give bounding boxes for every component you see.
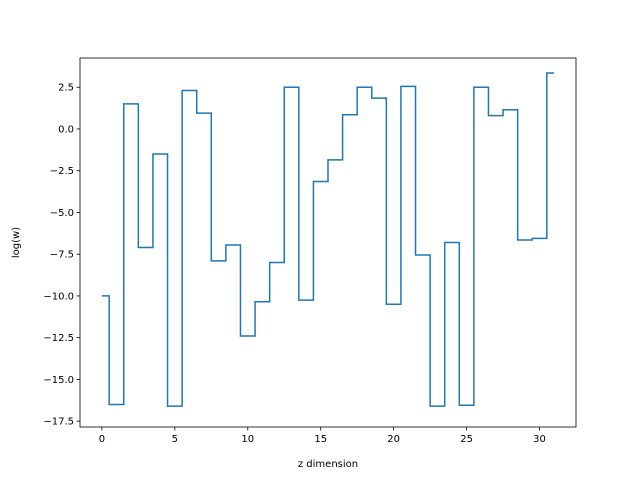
x-tick-label: 10 bbox=[241, 434, 254, 445]
x-tick-label: 30 bbox=[533, 434, 546, 445]
y-tick-label: −2.5 bbox=[50, 166, 74, 177]
x-tick-label: 15 bbox=[314, 434, 327, 445]
x-tick-label: 0 bbox=[99, 434, 105, 445]
x-tick-label: 20 bbox=[387, 434, 400, 445]
plot-area bbox=[101, 72, 555, 407]
x-tick-label: 5 bbox=[172, 434, 178, 445]
y-tick-label: −17.5 bbox=[43, 417, 74, 428]
series-line bbox=[101, 72, 555, 407]
x-tick-label: 25 bbox=[460, 434, 473, 445]
y-tick-label: 0.0 bbox=[58, 124, 74, 135]
axes-frame bbox=[79, 57, 577, 428]
y-tick-label: −5.0 bbox=[50, 208, 74, 219]
y-axis-label: log(w) bbox=[11, 227, 22, 258]
x-axis-label: z dimension bbox=[298, 459, 358, 470]
axis-ticks: 0 5 10 15 20 25 30 2.5 0.0 −2.5 −5.0 −7.5 −10.0 −12.5… bbox=[43, 83, 546, 445]
y-tick-label: −15.0 bbox=[43, 375, 74, 386]
y-tick-label: 2.5 bbox=[58, 83, 74, 94]
y-tick-label: −12.5 bbox=[43, 333, 74, 344]
y-tick-label: −7.5 bbox=[50, 250, 74, 261]
y-tick-label: −10.0 bbox=[43, 291, 74, 302]
